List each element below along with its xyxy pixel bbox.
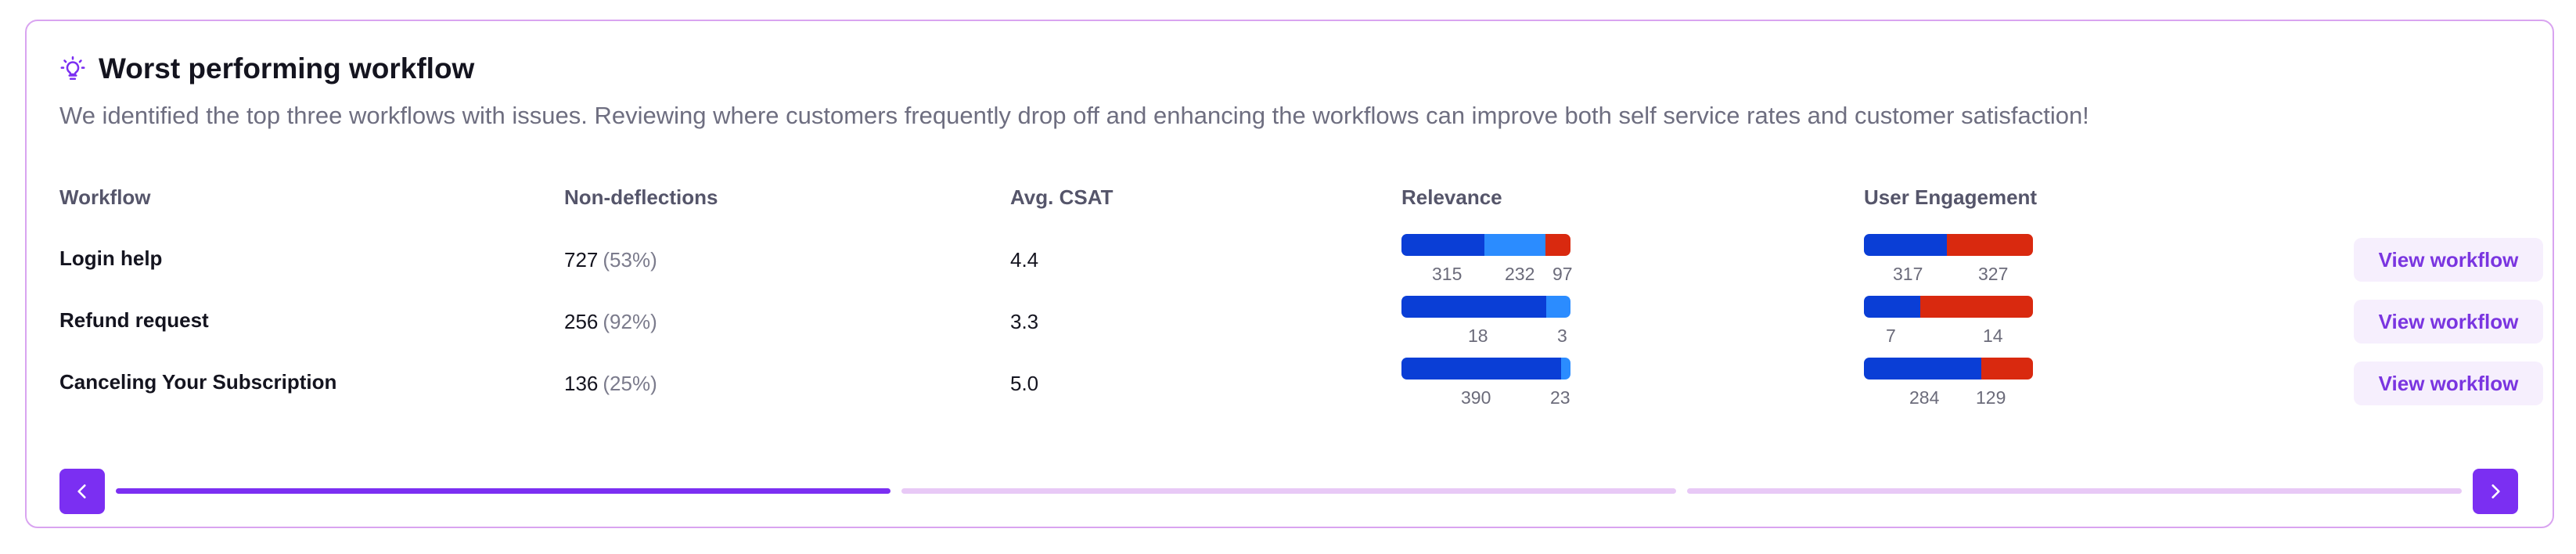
column-header-relevance: Relevance bbox=[1401, 185, 1502, 209]
workflow-name: Refund request bbox=[59, 308, 209, 332]
non-deflections-percent: (92%) bbox=[603, 310, 657, 333]
worst-workflow-card: Worst performing workflow We identified … bbox=[25, 20, 2554, 528]
previous-button[interactable] bbox=[59, 469, 105, 514]
relevance-segment bbox=[1484, 234, 1545, 256]
engagement-label: 7 bbox=[1886, 326, 1896, 346]
relevance-segment bbox=[1401, 296, 1546, 318]
relevance-segment bbox=[1401, 358, 1561, 380]
non-deflections-percent: (53%) bbox=[603, 248, 657, 272]
column-header-avg-csat: Avg. CSAT bbox=[1010, 185, 1114, 209]
non-deflections-value: 727 (53%) bbox=[564, 248, 657, 272]
non-deflections-count: 727 bbox=[564, 248, 599, 272]
view-workflow-button[interactable]: View workflow bbox=[2354, 300, 2543, 344]
engagement-segment bbox=[1864, 234, 1947, 256]
engagement-bar bbox=[1864, 234, 2033, 256]
avg-csat-value: 5.0 bbox=[1010, 372, 1039, 395]
column-header-user-engagement: User Engagement bbox=[1864, 185, 2038, 209]
view-workflow-button[interactable]: View workflow bbox=[2354, 238, 2543, 282]
chevron-left-icon bbox=[77, 484, 86, 498]
relevance-bar bbox=[1401, 296, 1570, 318]
engagement-label: 284 bbox=[1909, 387, 1940, 408]
relevance-label: 232 bbox=[1505, 264, 1535, 284]
engagement-segment bbox=[1864, 296, 1920, 318]
engagement-segment bbox=[1920, 296, 2033, 318]
relevance-segment bbox=[1401, 234, 1484, 256]
carousel-page-indicator[interactable] bbox=[901, 488, 1676, 494]
relevance-bar bbox=[1401, 234, 1570, 256]
card-title: Worst performing workflow bbox=[99, 52, 475, 85]
relevance-label: 97 bbox=[1552, 264, 1573, 284]
relevance-label: 390 bbox=[1461, 387, 1491, 408]
engagement-segment bbox=[1864, 358, 1981, 380]
engagement-segment bbox=[1947, 234, 2033, 256]
carousel-page-indicator-active[interactable] bbox=[116, 488, 890, 494]
engagement-label: 129 bbox=[1976, 387, 2006, 408]
relevance-label: 3 bbox=[1557, 326, 1567, 346]
engagement-label: 327 bbox=[1978, 264, 2009, 284]
engagement-label: 14 bbox=[1983, 326, 2003, 346]
card-subtitle: We identified the top three workflows wi… bbox=[59, 102, 2089, 129]
non-deflections-value: 256 (92%) bbox=[564, 310, 657, 334]
avg-csat-value: 4.4 bbox=[1010, 248, 1039, 272]
chevron-right-icon bbox=[2491, 484, 2500, 498]
lightbulb-icon bbox=[60, 56, 85, 81]
relevance-bar bbox=[1401, 358, 1570, 380]
engagement-bar bbox=[1864, 296, 2033, 318]
carousel-page-indicator[interactable] bbox=[1687, 488, 2462, 494]
workflow-name: Login help bbox=[59, 246, 163, 270]
non-deflections-value: 136 (25%) bbox=[564, 372, 657, 396]
column-header-non-deflections: Non-deflections bbox=[564, 185, 718, 209]
relevance-segment bbox=[1546, 296, 1570, 318]
non-deflections-percent: (25%) bbox=[603, 372, 657, 395]
relevance-label: 18 bbox=[1468, 326, 1488, 346]
relevance-label: 23 bbox=[1550, 387, 1570, 408]
workflow-name: Canceling Your Subscription bbox=[59, 370, 337, 394]
relevance-segment bbox=[1561, 358, 1570, 380]
avg-csat-value: 3.3 bbox=[1010, 310, 1039, 333]
relevance-label: 315 bbox=[1432, 264, 1462, 284]
engagement-segment bbox=[1981, 358, 2033, 380]
next-button[interactable] bbox=[2473, 469, 2518, 514]
engagement-label: 317 bbox=[1893, 264, 1923, 284]
engagement-bar bbox=[1864, 358, 2033, 380]
non-deflections-count: 256 bbox=[564, 310, 599, 333]
view-workflow-button[interactable]: View workflow bbox=[2354, 362, 2543, 405]
non-deflections-count: 136 bbox=[564, 372, 599, 395]
card-header: Worst performing workflow bbox=[59, 52, 474, 85]
relevance-segment bbox=[1545, 234, 1570, 256]
column-header-workflow: Workflow bbox=[59, 185, 151, 209]
